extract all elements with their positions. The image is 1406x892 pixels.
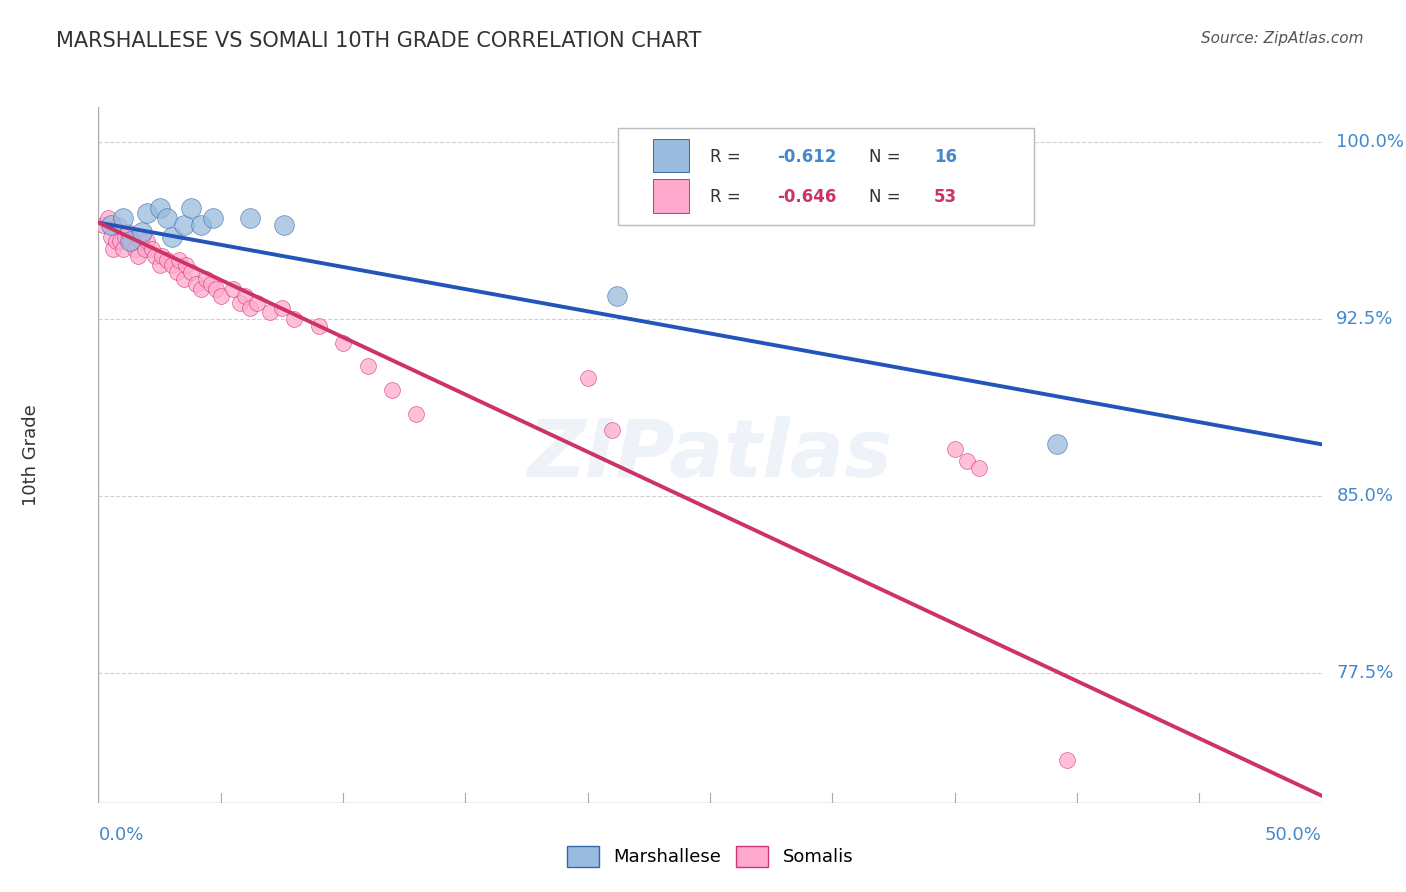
- Point: [104, 235, 127, 249]
- Text: -0.612: -0.612: [778, 148, 837, 166]
- Point: [100, 218, 122, 232]
- Text: 77.5%: 77.5%: [1336, 664, 1393, 682]
- Point: [91, 218, 114, 232]
- Text: N =: N =: [869, 148, 905, 166]
- Point: [124, 242, 146, 256]
- Point: [356, 359, 378, 374]
- Text: 50.0%: 50.0%: [1265, 826, 1322, 845]
- Point: [110, 235, 132, 249]
- Point: [956, 454, 979, 468]
- Point: [117, 225, 139, 239]
- Point: [202, 211, 225, 225]
- Point: [967, 461, 990, 475]
- Point: [1056, 753, 1078, 767]
- Point: [134, 242, 156, 256]
- Point: [160, 229, 183, 244]
- Point: [141, 242, 163, 256]
- Text: R =: R =: [710, 148, 747, 166]
- Point: [259, 305, 281, 319]
- Point: [131, 225, 153, 239]
- Point: [120, 235, 142, 249]
- Point: [166, 265, 188, 279]
- Point: [100, 229, 122, 244]
- Point: [173, 218, 195, 232]
- Point: [101, 242, 124, 256]
- Point: [120, 235, 142, 249]
- FancyBboxPatch shape: [619, 128, 1035, 226]
- Point: [173, 272, 195, 286]
- Text: Source: ZipAtlas.com: Source: ZipAtlas.com: [1201, 31, 1364, 46]
- Point: [209, 289, 232, 303]
- Text: 100.0%: 100.0%: [1336, 134, 1405, 152]
- Point: [606, 289, 628, 303]
- Point: [111, 242, 134, 256]
- Point: [229, 295, 252, 310]
- Point: [576, 371, 599, 385]
- Text: N =: N =: [869, 188, 905, 206]
- Point: [97, 211, 120, 225]
- Point: [233, 289, 256, 303]
- Point: [180, 265, 202, 279]
- Point: [600, 423, 623, 437]
- Point: [160, 258, 183, 272]
- Point: [200, 277, 222, 291]
- Point: [308, 319, 330, 334]
- Point: [270, 301, 294, 315]
- Point: [156, 211, 179, 225]
- Bar: [652, 179, 689, 213]
- Point: [149, 202, 172, 216]
- Text: 92.5%: 92.5%: [1336, 310, 1393, 328]
- Point: [111, 211, 134, 225]
- Text: 85.0%: 85.0%: [1336, 487, 1393, 505]
- Point: [246, 295, 269, 310]
- Point: [143, 249, 166, 263]
- Point: [136, 235, 159, 249]
- Text: MARSHALLESE VS SOMALI 10TH GRADE CORRELATION CHART: MARSHALLESE VS SOMALI 10TH GRADE CORRELA…: [56, 31, 702, 51]
- Point: [190, 282, 212, 296]
- Point: [150, 249, 173, 263]
- Point: [156, 253, 179, 268]
- Text: 16: 16: [934, 148, 957, 166]
- Point: [222, 282, 245, 296]
- Text: -0.646: -0.646: [778, 188, 837, 206]
- Point: [205, 282, 228, 296]
- Point: [239, 211, 262, 225]
- Point: [943, 442, 966, 456]
- Point: [190, 218, 212, 232]
- Point: [273, 218, 295, 232]
- Point: [332, 335, 354, 350]
- Bar: [652, 139, 689, 172]
- Point: [136, 206, 159, 220]
- Text: 0.0%: 0.0%: [98, 826, 143, 845]
- Point: [405, 407, 427, 421]
- Point: [149, 258, 172, 272]
- Point: [180, 202, 202, 216]
- Point: [167, 253, 190, 268]
- Point: [176, 258, 198, 272]
- Point: [129, 235, 152, 249]
- Point: [195, 272, 218, 286]
- Text: 53: 53: [934, 188, 957, 206]
- Point: [107, 218, 129, 232]
- Legend: Marshallese, Somalis: Marshallese, Somalis: [560, 838, 860, 874]
- Point: [1046, 437, 1069, 451]
- Point: [381, 383, 404, 397]
- Point: [114, 229, 136, 244]
- Point: [186, 277, 208, 291]
- Text: 10th Grade: 10th Grade: [22, 404, 41, 506]
- Point: [283, 312, 305, 326]
- Text: ZIPatlas: ZIPatlas: [527, 416, 893, 494]
- Point: [127, 249, 149, 263]
- Text: R =: R =: [710, 188, 747, 206]
- Point: [239, 301, 262, 315]
- Point: [131, 229, 153, 244]
